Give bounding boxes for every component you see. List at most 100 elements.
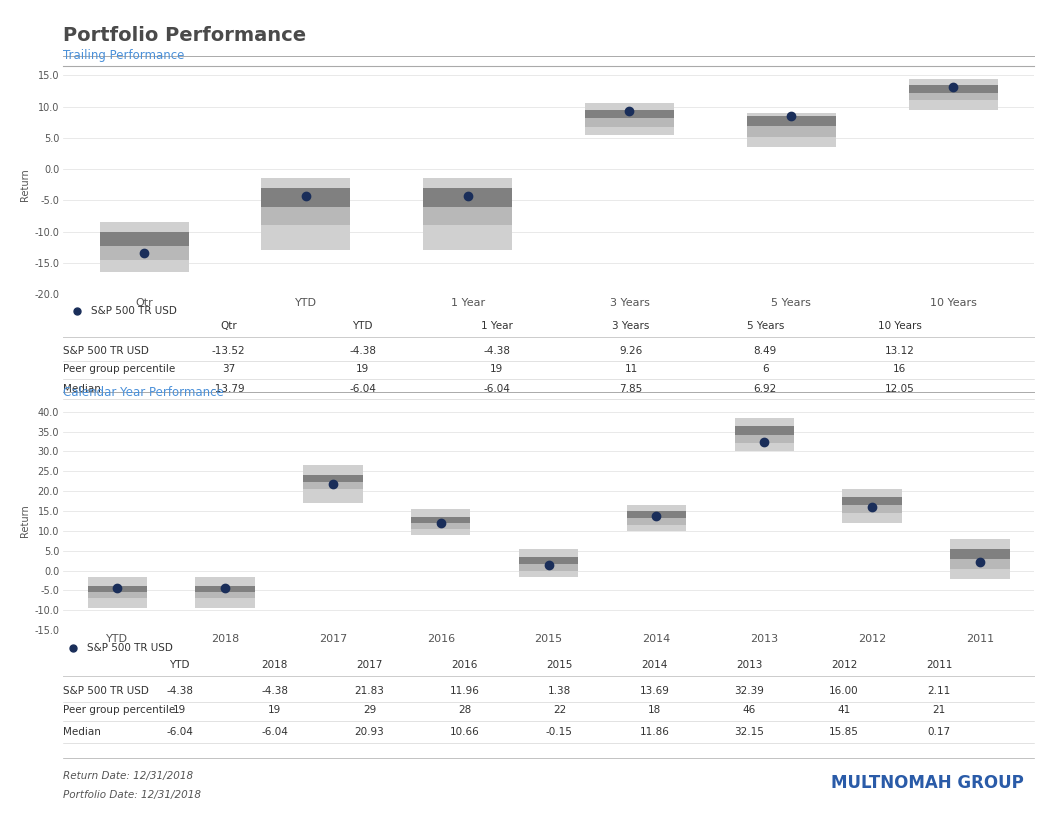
- Text: MULTNOMAH GROUP: MULTNOMAH GROUP: [831, 773, 1024, 791]
- Text: Calendar Year Performance: Calendar Year Performance: [63, 386, 224, 398]
- Bar: [951, 548, 1010, 569]
- Bar: [411, 517, 471, 523]
- Text: Trailing Performance: Trailing Performance: [63, 49, 185, 62]
- Bar: [747, 112, 836, 147]
- Text: 15.85: 15.85: [829, 727, 859, 736]
- Bar: [262, 188, 350, 207]
- Text: 22: 22: [553, 705, 567, 715]
- Text: 11.86: 11.86: [639, 727, 669, 736]
- Text: 6.92: 6.92: [753, 383, 776, 393]
- Bar: [519, 557, 578, 571]
- Bar: [747, 116, 836, 136]
- Text: 2017: 2017: [357, 660, 383, 670]
- Bar: [908, 85, 998, 93]
- Bar: [627, 505, 686, 531]
- Bar: [734, 418, 794, 452]
- Bar: [627, 511, 686, 518]
- Bar: [586, 110, 674, 118]
- Text: -6.04: -6.04: [483, 383, 511, 393]
- Bar: [586, 110, 674, 126]
- Bar: [411, 509, 471, 534]
- Bar: [99, 222, 189, 272]
- Text: 37: 37: [222, 364, 235, 374]
- Bar: [843, 497, 902, 505]
- Text: S&P 500 TR USD: S&P 500 TR USD: [63, 346, 149, 355]
- Bar: [88, 586, 147, 593]
- Bar: [99, 232, 189, 245]
- Text: 7.85: 7.85: [619, 383, 642, 393]
- Text: 16: 16: [893, 364, 906, 374]
- Text: 18: 18: [648, 705, 660, 715]
- Text: -4.38: -4.38: [262, 686, 288, 696]
- Text: S&P 500 TR USD: S&P 500 TR USD: [88, 643, 173, 653]
- Text: 13.69: 13.69: [639, 686, 669, 696]
- Bar: [586, 103, 674, 135]
- Text: 2012: 2012: [831, 660, 858, 670]
- Text: 10 Years: 10 Years: [878, 322, 922, 332]
- Text: 9.26: 9.26: [619, 346, 642, 355]
- Text: 2011: 2011: [926, 660, 953, 670]
- Text: Portfolio Performance: Portfolio Performance: [63, 26, 306, 45]
- Text: 41: 41: [838, 705, 850, 715]
- Text: 1 Year: 1 Year: [481, 322, 513, 332]
- Text: 11: 11: [625, 364, 637, 374]
- Bar: [99, 232, 189, 259]
- Bar: [908, 79, 998, 110]
- Text: 2015: 2015: [546, 660, 573, 670]
- Text: Peer group percentile: Peer group percentile: [63, 705, 175, 715]
- Text: -4.38: -4.38: [349, 346, 376, 355]
- Text: -0.15: -0.15: [545, 727, 573, 736]
- Bar: [195, 576, 254, 608]
- Text: 19: 19: [356, 364, 369, 374]
- Bar: [843, 489, 902, 523]
- Text: Return Date: 12/31/2018: Return Date: 12/31/2018: [63, 771, 193, 781]
- Text: -6.04: -6.04: [349, 383, 376, 393]
- Text: 32.15: 32.15: [734, 727, 764, 736]
- Text: 0.17: 0.17: [927, 727, 951, 736]
- Text: 10.66: 10.66: [449, 727, 479, 736]
- Text: 13.12: 13.12: [885, 346, 915, 355]
- Bar: [747, 116, 836, 126]
- Text: 2014: 2014: [641, 660, 668, 670]
- Bar: [843, 497, 902, 513]
- Text: 1.38: 1.38: [548, 686, 571, 696]
- Text: 2018: 2018: [262, 660, 288, 670]
- Y-axis label: Return: Return: [20, 505, 30, 537]
- Text: Median: Median: [63, 727, 101, 736]
- Bar: [951, 548, 1010, 558]
- Bar: [423, 188, 513, 207]
- Bar: [88, 576, 147, 608]
- Bar: [195, 586, 254, 593]
- Text: 29: 29: [363, 705, 377, 715]
- Bar: [908, 85, 998, 100]
- Text: -4.38: -4.38: [483, 346, 511, 355]
- Bar: [262, 178, 350, 250]
- Bar: [519, 557, 578, 564]
- Bar: [303, 466, 363, 503]
- Bar: [423, 188, 513, 225]
- Text: S&P 500 TR USD: S&P 500 TR USD: [63, 686, 149, 696]
- Bar: [734, 425, 794, 443]
- Bar: [303, 475, 363, 489]
- Bar: [519, 548, 578, 576]
- Text: 2016: 2016: [452, 660, 478, 670]
- Text: 6: 6: [762, 364, 769, 374]
- Text: 21: 21: [933, 705, 945, 715]
- Bar: [262, 188, 350, 225]
- Text: 21.83: 21.83: [354, 686, 384, 696]
- Bar: [951, 539, 1010, 579]
- Text: -4.38: -4.38: [167, 686, 193, 696]
- Text: 2013: 2013: [736, 660, 763, 670]
- Text: -6.04: -6.04: [167, 727, 193, 736]
- Bar: [88, 586, 147, 599]
- Y-axis label: Return: Return: [20, 168, 30, 201]
- Text: 46: 46: [743, 705, 755, 715]
- Text: -6.04: -6.04: [262, 727, 288, 736]
- Text: -13.52: -13.52: [211, 346, 245, 355]
- Text: 3 Years: 3 Years: [612, 322, 650, 332]
- Bar: [195, 586, 254, 599]
- Text: 28: 28: [458, 705, 472, 715]
- Bar: [411, 517, 471, 529]
- Text: YTD: YTD: [170, 660, 190, 670]
- Text: Qtr: Qtr: [219, 322, 236, 332]
